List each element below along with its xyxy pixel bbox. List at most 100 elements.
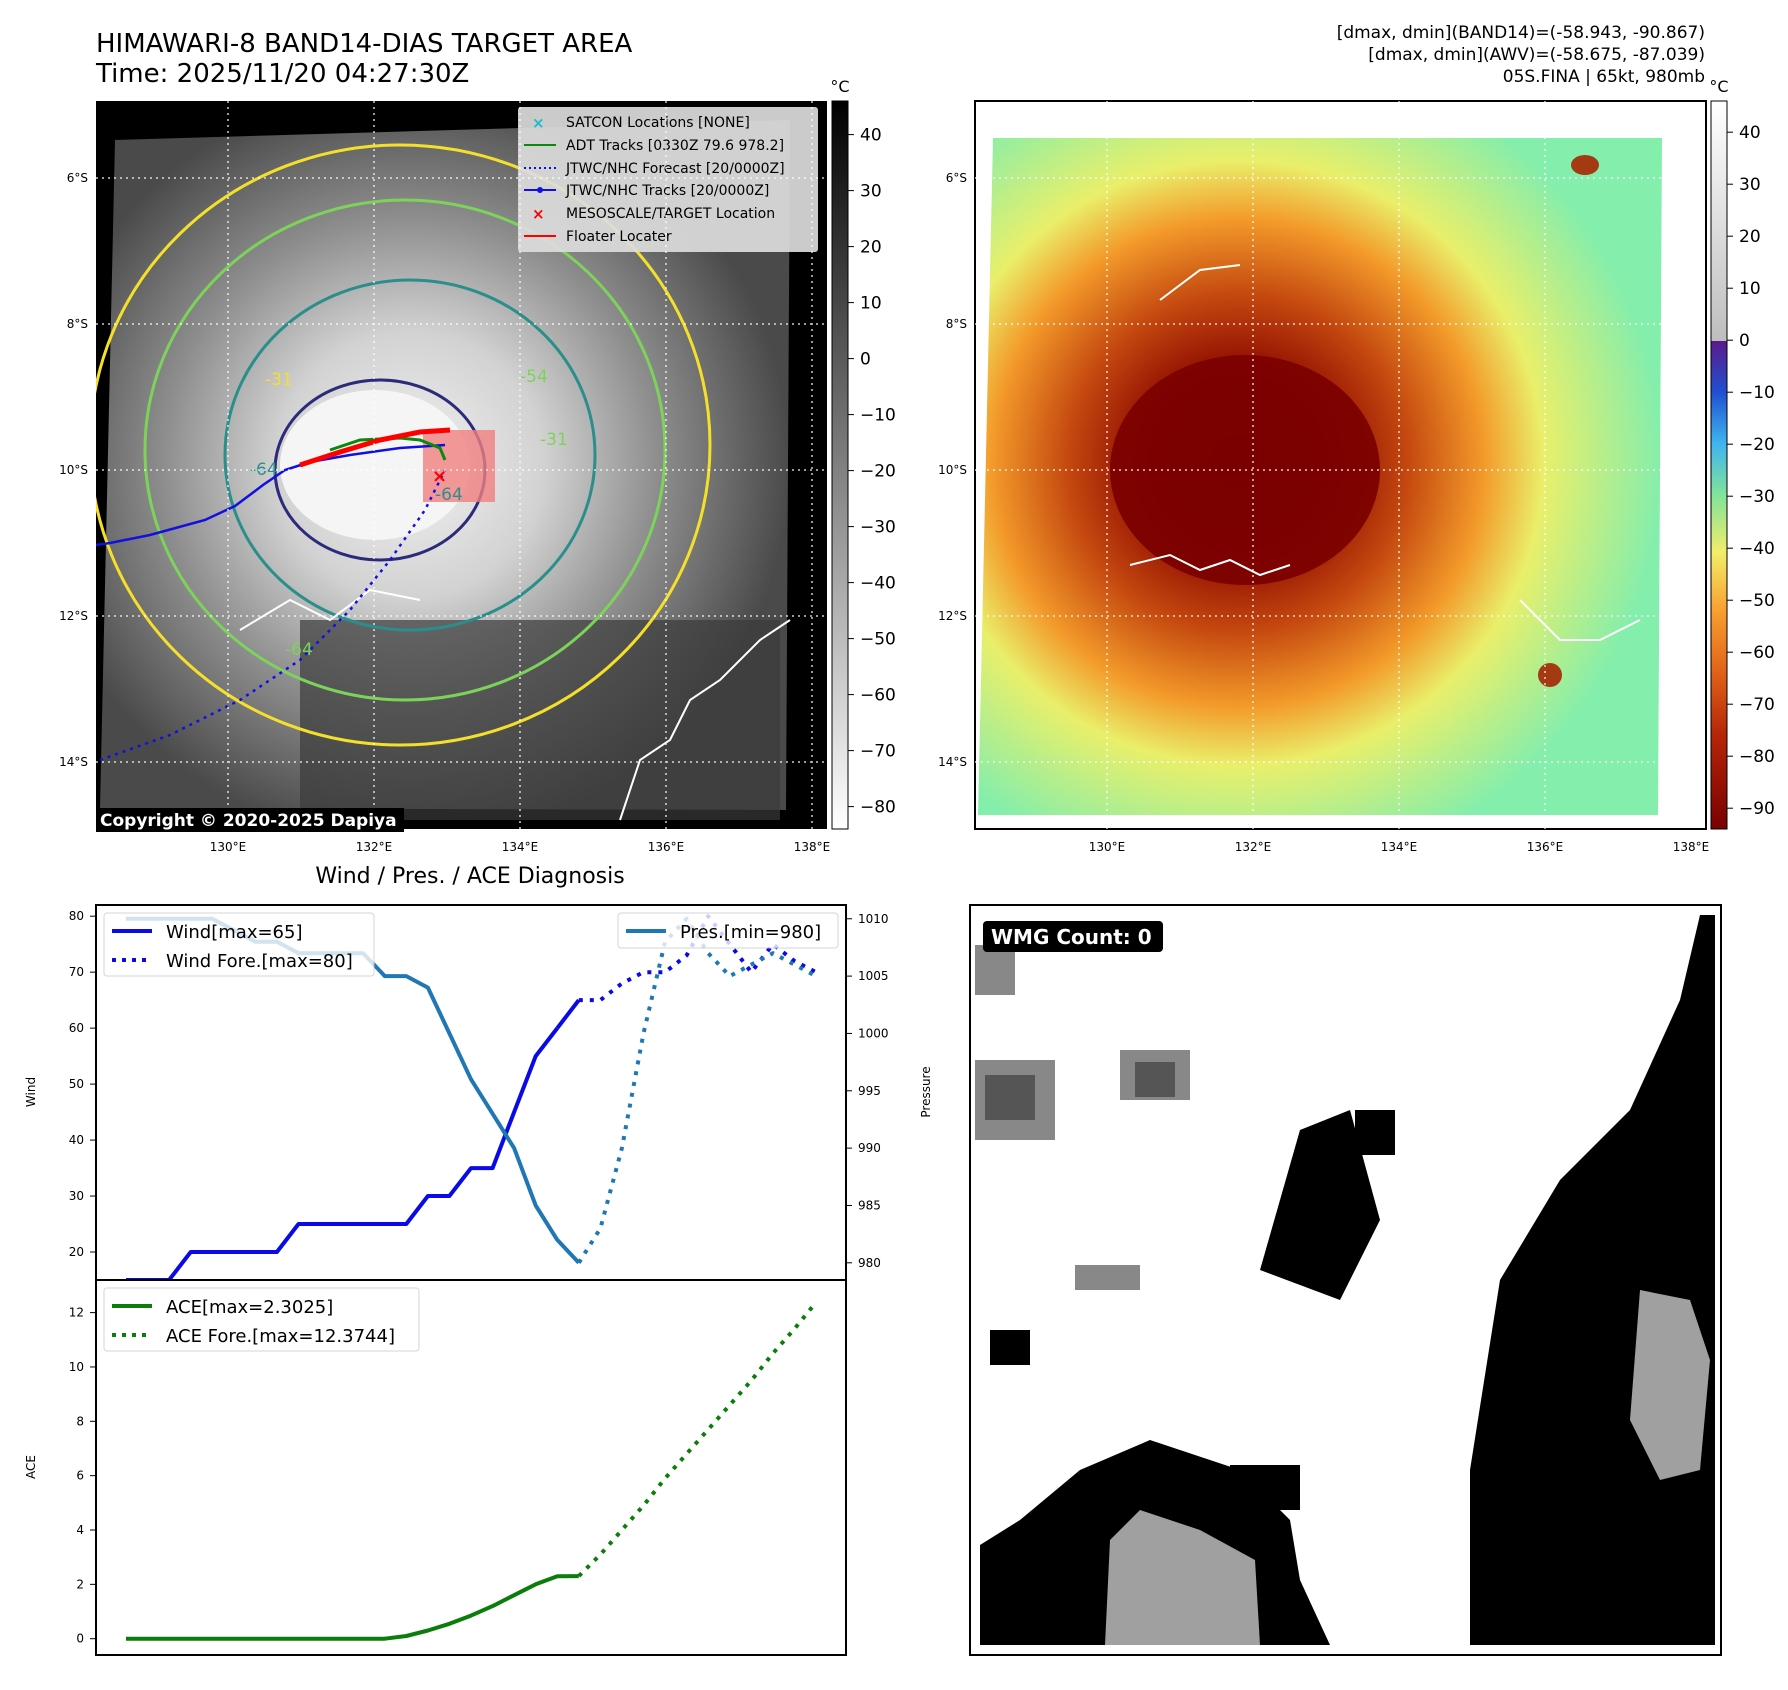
wind-ylabel: Wind <box>24 1077 38 1107</box>
pressure-ytick-label: 995 <box>858 1084 881 1098</box>
ace-legend-label: ACE[max=2.3025] <box>166 1297 333 1318</box>
map1-lon-136: 136°E <box>648 840 685 854</box>
ace-line <box>126 1574 579 1641</box>
gray-colorbar-tick-label: −60 <box>860 686 896 706</box>
gray-colorbar-tick-label: −10 <box>860 406 896 426</box>
color-colorbar-tick-label: 0 <box>1739 331 1750 351</box>
info-line-2: [dmax, dmin](AWV)=(-58.675, -87.039) <box>1368 45 1705 65</box>
chart-title: HIMAWARI-8 BAND14-DIAS TARGET AREA <box>96 29 633 59</box>
legend-label-satcon: SATCON Locations [NONE] <box>566 115 750 131</box>
gray-colorbar-tick-label: −80 <box>860 798 896 818</box>
ace-ytick-label: 8 <box>76 1414 84 1428</box>
wind-line <box>555 998 581 1030</box>
legend-label-forecast: JTWC/NHC Forecast [20/0000Z] <box>565 161 785 177</box>
ace-ytick-label: 12 <box>69 1306 84 1320</box>
wind-ytick-label: 50 <box>69 1077 84 1091</box>
map1-lat-14: 14°S <box>59 755 88 769</box>
map1-lat-6: 6°S <box>67 171 88 185</box>
map1-dark-band <box>300 620 780 820</box>
wmg-gray-region-right <box>1630 1290 1710 1480</box>
ace-ytick-label: 4 <box>76 1523 84 1537</box>
gray-colorbar-bar <box>831 100 849 830</box>
info-line-1: [dmax, dmin](BAND14)=(-58.943, -90.867) <box>1337 23 1705 43</box>
map1-ticks: 130°E 132°E 134°E 136°E 138°E 6°S 8°S 10… <box>59 171 830 854</box>
wind-forecast-legend-label: Wind Fore.[max=80] <box>166 951 353 972</box>
map2-cold-spot <box>1538 663 1562 687</box>
gray-colorbar: °C 40 30 20 10 0 −10 −20 −30 −40 −50 −60 −70 −80 <box>830 77 896 830</box>
map-grayscale-panel: × -31 -54 -64 -31 -64 -64 × SATCON Locat… <box>96 101 827 832</box>
map2-lon-134: 134°E <box>1381 840 1418 854</box>
wind-ytick-label: 40 <box>69 1133 84 1147</box>
map1-lat-10: 10°S <box>59 463 88 477</box>
gray-colorbar-tick-label: 10 <box>860 294 882 314</box>
legend-box <box>518 107 818 252</box>
pressure-ytick-label: 990 <box>858 1141 881 1155</box>
map2-lat-12: 12°S <box>938 609 967 623</box>
map2-ticks: 130°E 132°E 134°E 136°E 138°E 6°S 8°S 10… <box>938 171 1709 854</box>
color-colorbar-tick-label: −60 <box>1739 643 1775 663</box>
contour-label-6: -64 <box>285 640 313 660</box>
color-colorbar-tick-label: −30 <box>1739 487 1775 507</box>
legend-label-floater: Floater Locater <box>566 229 672 245</box>
map1-lon-130: 130°E <box>210 840 247 854</box>
gray-colorbar-tick-label: 40 <box>860 126 882 146</box>
legend-marker-satcon: × <box>532 114 545 132</box>
wmg-label-box <box>983 921 1163 952</box>
map2-lat-6: 6°S <box>946 171 967 185</box>
copyright-text: Copyright © 2020-2025 Dapiya <box>100 811 397 831</box>
map1-lon-138: 138°E <box>794 840 831 854</box>
ace-ylabel: ACE <box>24 1455 38 1479</box>
wmg-black-block-2 <box>1355 1110 1395 1155</box>
target-marker: × <box>432 466 447 487</box>
map1-lat-12: 12°S <box>59 609 88 623</box>
wind-line <box>126 1026 559 1282</box>
color-colorbar-tick-label: 40 <box>1739 123 1761 143</box>
pressure-ytick-label: 1010 <box>858 912 889 926</box>
map2-lon-130: 130°E <box>1089 840 1126 854</box>
contour-label-5: -64 <box>435 485 463 505</box>
color-colorbar-tick-label: −20 <box>1739 435 1775 455</box>
ace-panel: ACE 0 2 4 6 8 10 12 ACE[max=2.3025] ACE Fore.[… <box>24 1279 847 1656</box>
color-colorbar-tick-label: −90 <box>1739 799 1775 819</box>
wmg-gray-block-3 <box>985 1075 1035 1120</box>
color-colorbar-tick-label: −70 <box>1739 695 1775 715</box>
red-track <box>299 427 451 468</box>
pressure-legend-label: Pres.[min=980] <box>680 922 821 943</box>
gray-colorbar-tick-label: 0 <box>860 350 871 370</box>
color-colorbar-tick-label: −80 <box>1739 747 1775 767</box>
wind-legend: Wind[max=65] Wind Fore.[max=80] <box>103 912 375 977</box>
ace-forecast-legend-label: ACE Fore.[max=12.3744] <box>166 1326 395 1347</box>
color-colorbar-unit: °C <box>1709 77 1728 96</box>
gray-colorbar-tick-label: −70 <box>860 742 896 762</box>
gray-colorbar-tick-label: 30 <box>860 182 882 202</box>
pressure-ylabel: Pressure <box>919 1066 933 1117</box>
map2-coastline-2 <box>1519 599 1641 641</box>
wmg-panel: WMG Count: 0 <box>969 904 1722 1656</box>
map2-coastline-3 <box>1159 264 1241 301</box>
contour-label-3: -64 <box>250 460 278 480</box>
gray-colorbar-unit: °C <box>830 77 849 96</box>
map2-cold-spot-2 <box>1571 155 1599 175</box>
pressure-legend-box <box>617 912 839 949</box>
wind-legend-box <box>103 912 375 977</box>
map1-cdo <box>280 390 470 540</box>
map2-lat-14: 14°S <box>938 755 967 769</box>
map1-coastline <box>619 619 791 821</box>
legend-marker-tracks-dot <box>537 187 543 193</box>
map1-contour-green <box>143 198 667 702</box>
map1-coastline-2 <box>239 588 421 631</box>
map-color-panel <box>974 100 1707 830</box>
legend-label-adt: ADT Tracks [0330Z 79.6 978.2] <box>566 138 784 154</box>
map1-lat-8: 8°S <box>67 317 88 331</box>
pressure-ytick-label: 980 <box>858 1256 881 1270</box>
map1-contour-yellow <box>96 143 712 747</box>
color-colorbar-tick-label: 20 <box>1739 227 1761 247</box>
map2-lon-138: 138°E <box>1673 840 1710 854</box>
jtwc-forecast-track <box>99 469 447 762</box>
map1-contour-teal <box>223 278 597 632</box>
color-colorbar: °C 40 30 20 10 0 −10 −20 −30 −40 −50 −60 −70 −80 −90 <box>1709 77 1775 830</box>
color-colorbar-tick-label: 30 <box>1739 175 1761 195</box>
ace-ytick-label: 10 <box>69 1360 84 1374</box>
wind-pressure-panel: Wind Pressure 20 30 40 50 60 70 80 980 985 990 99… <box>24 904 933 1282</box>
map1-grid <box>96 101 827 829</box>
